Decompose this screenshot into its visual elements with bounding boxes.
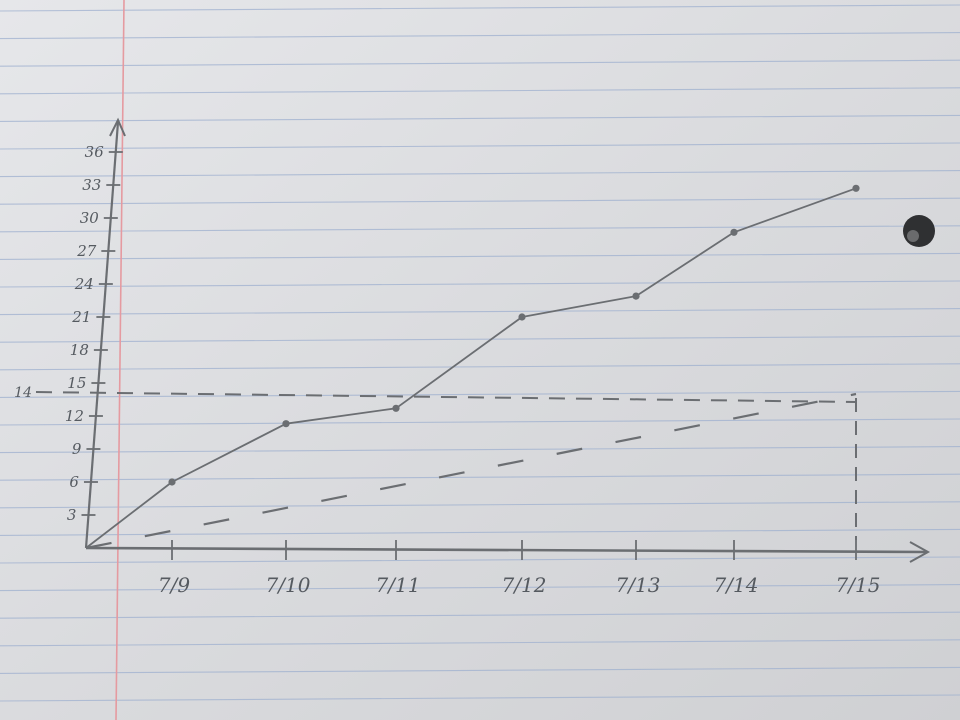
ruled-line (0, 280, 960, 288)
y-tick-label: 30 (80, 209, 100, 227)
y-axis-arrowhead (109, 117, 126, 137)
ruled-line (0, 556, 960, 564)
ruled-line (0, 225, 960, 233)
x-axis (85, 546, 927, 554)
binder-hole (903, 215, 935, 247)
y-tick-label: 6 (69, 473, 79, 491)
ruled-line (0, 473, 960, 481)
y-tick-label: 24 (74, 275, 94, 293)
series-point (730, 228, 738, 236)
axes (84, 117, 931, 563)
x-tick-label: 7/9 (158, 573, 190, 597)
series-line-dashed (85, 392, 857, 550)
ruled-line (0, 114, 960, 122)
y-tick-label: 27 (76, 242, 97, 260)
ruled-line (0, 4, 960, 12)
x-tick-label: 7/14 (714, 573, 759, 597)
ruled-line (0, 87, 960, 95)
margin-line (115, 0, 125, 720)
ruled-line (0, 197, 960, 205)
ruled-line (0, 501, 960, 509)
y-tick-label: 36 (85, 143, 105, 161)
y-tick-label: 3 (67, 506, 77, 524)
ruled-line (0, 59, 960, 67)
ruled-line (0, 418, 960, 426)
reference-line-horizontal (35, 391, 857, 403)
reference-lines: 14 (14, 385, 857, 540)
ruled-line (0, 390, 960, 398)
y-tick-label: 33 (82, 176, 101, 194)
ruled-line (0, 611, 960, 619)
ruled-line (0, 666, 960, 674)
y-tick-label: 12 (65, 407, 84, 425)
ruled-line (0, 170, 960, 178)
series-point (852, 184, 860, 192)
series-point (518, 313, 526, 321)
x-tick-label: 7/12 (502, 573, 547, 597)
x-ticks: 7/9 7/10 7/11 7/12 7/13 7/14 7/15 (158, 540, 881, 597)
series-point (282, 420, 290, 428)
ruled-line (0, 363, 960, 371)
series-point (392, 404, 400, 412)
ruled-line (0, 639, 960, 647)
ruled-line (0, 584, 960, 592)
x-axis-arrowhead (909, 541, 931, 563)
reference-line-label: 14 (14, 385, 32, 401)
ruled-line (0, 528, 960, 536)
y-tick-label: 18 (70, 341, 89, 359)
ruled-line (0, 446, 960, 454)
binder-hole-highlight (907, 230, 919, 242)
ruled-lines (0, 4, 960, 702)
ruled-line (0, 142, 960, 150)
y-tick-label: 9 (72, 440, 82, 458)
y-tick-label: 21 (71, 308, 91, 326)
ruled-line (0, 335, 960, 343)
ruled-line (0, 252, 960, 260)
ruled-line (0, 308, 960, 316)
x-tick-label: 7/11 (376, 573, 421, 597)
series-layer (85, 184, 860, 550)
x-tick-label: 7/15 (836, 573, 881, 597)
y-tick-label: 15 (67, 374, 86, 392)
x-tick-label: 7/13 (616, 573, 661, 597)
series-line-solid (85, 187, 857, 549)
ruled-line (0, 32, 960, 40)
series-point (168, 478, 176, 486)
ruled-line (0, 694, 960, 702)
series-point (632, 292, 640, 300)
y-axis (84, 121, 120, 549)
x-tick-label: 7/10 (266, 573, 311, 597)
